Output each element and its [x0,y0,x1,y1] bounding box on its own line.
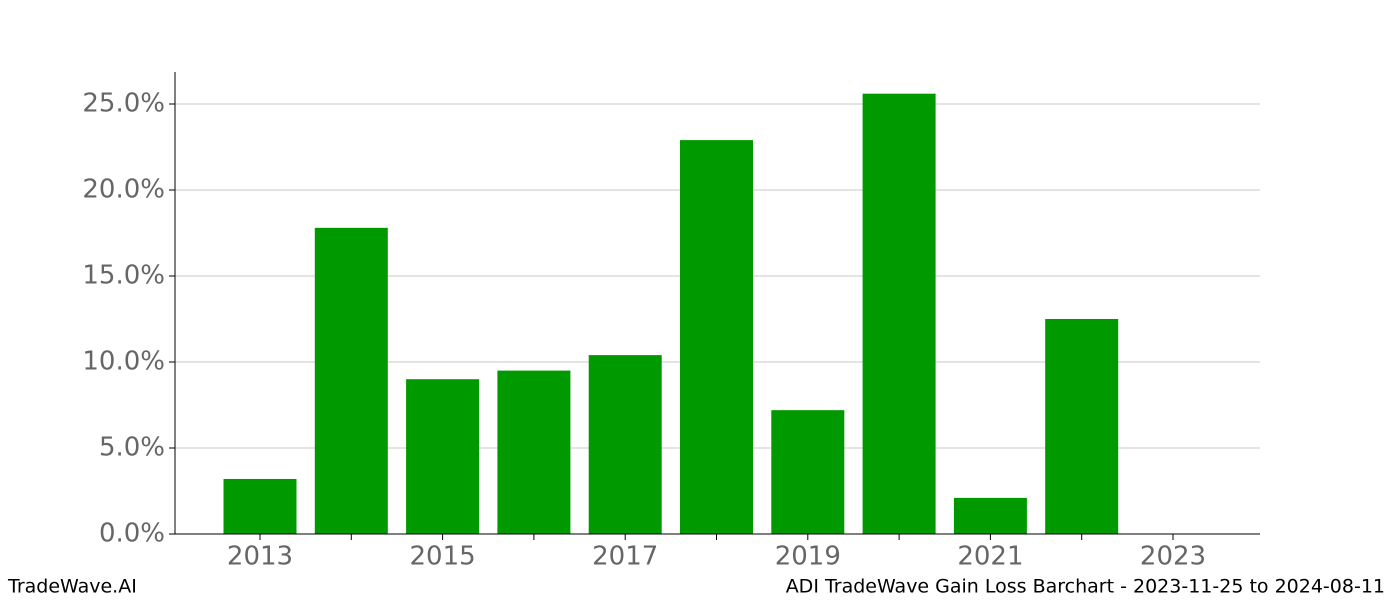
y-tick-label: 0.0% [99,519,165,549]
bar [1045,318,1119,534]
x-tick-label: 2021 [957,542,1023,572]
footer-left: TradeWave.AI [7,576,137,598]
y-tick-label: 5.0% [99,432,165,462]
y-tick-label: 20.0% [82,174,165,204]
bar [314,227,388,534]
y-tick-label: 10.0% [82,346,165,376]
x-tick-label: 2023 [1140,542,1206,572]
bar [680,140,753,535]
x-tick-label: 2015 [410,542,476,572]
y-tick-label: 25.0% [82,88,165,118]
x-tick-label: 2017 [592,542,658,572]
x-tick-label: 2019 [775,542,841,572]
y-tick-label: 15.0% [82,260,165,290]
bar [862,93,936,535]
bar [588,355,662,534]
bar [223,478,297,534]
x-tick-label: 2013 [227,542,293,572]
bar [406,379,480,534]
footer-right: ADI TradeWave Gain Loss Barchart - 2023-… [786,576,1385,598]
bar [953,497,1027,534]
bar [771,410,845,534]
bar [497,370,571,534]
